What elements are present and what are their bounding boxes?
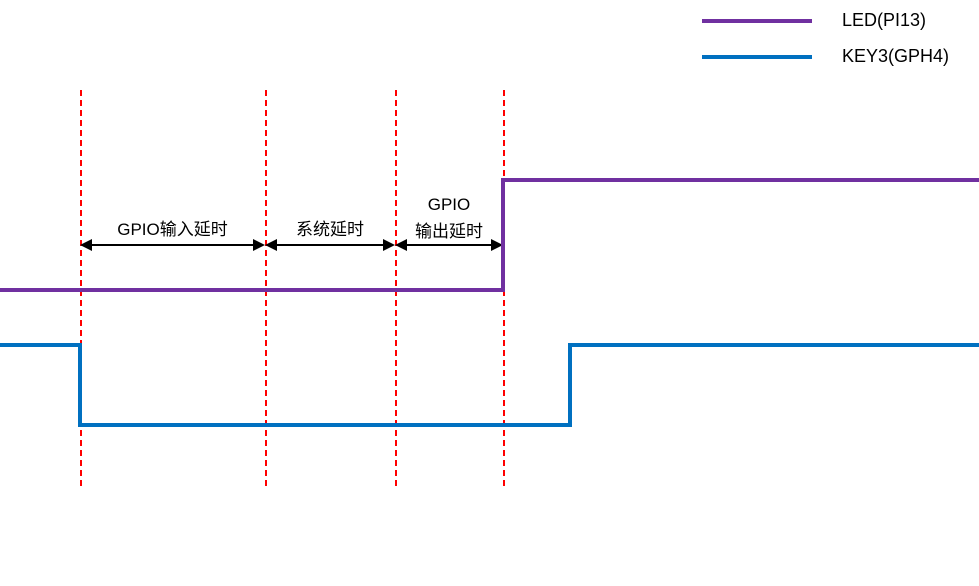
signal-led: [0, 180, 979, 290]
waveform-canvas: [0, 0, 979, 586]
signal-key: [0, 345, 979, 425]
